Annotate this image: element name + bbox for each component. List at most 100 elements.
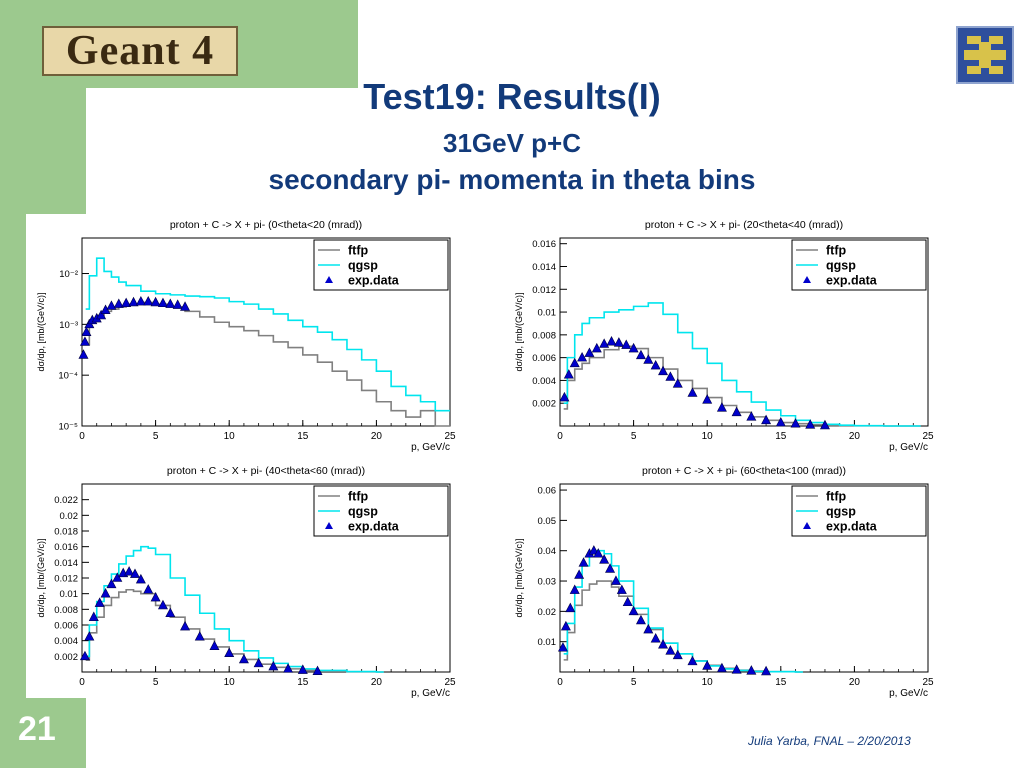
legend-label: ftfp xyxy=(348,244,368,258)
data-point-exp xyxy=(584,347,595,357)
legend-label: qgsp xyxy=(826,259,856,273)
x-tick-label: 20 xyxy=(849,431,861,442)
x-tick-label: 10 xyxy=(224,677,236,688)
data-point-exp xyxy=(635,349,646,360)
chart-3: proton + C -> X + pi- (40<theta<60 (mrad… xyxy=(36,465,456,698)
content-corner xyxy=(86,88,206,208)
data-point-exp xyxy=(180,301,191,311)
data-point-exp xyxy=(180,620,191,631)
data-point-exp xyxy=(209,640,220,650)
data-point-exp xyxy=(121,297,132,308)
legend-label: ftfp xyxy=(826,244,846,258)
data-point-exp xyxy=(100,588,111,598)
data-point-exp xyxy=(658,639,669,649)
y-tick-label: 0.01 xyxy=(538,637,557,648)
legend-label: qgsp xyxy=(826,505,856,519)
legend-label: exp.data xyxy=(348,520,400,534)
data-point-exp xyxy=(643,354,654,364)
y-axis-label: dσ/dp, [mb/(GeV/c)] xyxy=(36,292,46,371)
data-point-exp xyxy=(665,645,676,655)
data-point-exp xyxy=(283,663,294,673)
data-point-exp xyxy=(565,602,576,613)
data-point-exp xyxy=(761,665,772,676)
chart-1: proton + C -> X + pi- (0<theta<20 (mrad)… xyxy=(36,219,456,453)
y-tick-label: 0.016 xyxy=(532,239,556,250)
slide-title: Test19: Results(I) xyxy=(363,76,661,117)
y-tick-label: 0.008 xyxy=(532,330,556,341)
chart-title: proton + C -> X + pi- (20<theta<40 (mrad… xyxy=(645,219,843,231)
data-point-exp xyxy=(650,633,661,643)
data-point-exp xyxy=(775,416,786,427)
x-tick-label: 0 xyxy=(557,677,563,688)
data-point-exp xyxy=(563,369,574,379)
data-point-exp xyxy=(569,357,580,368)
data-point-exp xyxy=(297,664,308,674)
geant4-logo-text: Geant 4 xyxy=(65,28,215,74)
y-tick-label: 0.02 xyxy=(538,607,557,618)
legend-label: qgsp xyxy=(348,505,378,519)
x-tick-label: 15 xyxy=(297,431,309,442)
data-point-exp xyxy=(805,419,816,429)
data-point-exp xyxy=(665,371,676,381)
data-point-exp xyxy=(731,406,742,417)
legend-label: ftfp xyxy=(348,490,368,504)
x-axis-label: p, GeV/c xyxy=(411,688,450,698)
y-tick-label: 10⁻² xyxy=(59,269,78,280)
data-point-exp xyxy=(599,554,610,564)
y-tick-label: 0.03 xyxy=(538,577,557,588)
data-point-exp xyxy=(135,573,146,584)
series-line-ftfp xyxy=(85,301,450,427)
data-point-exp xyxy=(560,620,571,631)
y-tick-label: 0.002 xyxy=(532,399,556,410)
x-tick-label: 20 xyxy=(371,677,383,688)
data-point-exp xyxy=(613,337,624,347)
data-point-exp xyxy=(577,351,588,362)
y-axis-label: dσ/dp, [mb/(GeV/c)] xyxy=(36,538,46,617)
data-point-exp xyxy=(599,338,610,348)
data-point-exp xyxy=(157,297,168,308)
series-line-qgsp xyxy=(85,257,450,412)
data-point-exp xyxy=(687,387,698,397)
data-point-exp xyxy=(135,295,146,306)
x-tick-label: 0 xyxy=(79,677,85,688)
legend-label: exp.data xyxy=(348,274,400,288)
x-tick-label: 5 xyxy=(631,677,637,688)
x-tick-label: 15 xyxy=(297,677,309,688)
x-tick-label: 0 xyxy=(557,431,563,442)
data-point-exp xyxy=(128,296,139,307)
y-tick-label: 0.012 xyxy=(54,574,78,585)
y-tick-label: 0.012 xyxy=(532,285,556,296)
y-tick-label: 10⁻⁵ xyxy=(58,422,78,433)
data-point-exp xyxy=(94,597,105,607)
data-point-exp xyxy=(113,298,124,308)
legend-label: ftfp xyxy=(826,490,846,504)
data-point-exp xyxy=(84,631,95,641)
data-point-exp xyxy=(628,342,639,353)
plots-panel: proton + C -> X + pi- (0<theta<20 (mrad)… xyxy=(26,214,960,698)
x-axis-label: p, GeV/c xyxy=(411,442,450,453)
data-point-exp xyxy=(78,349,89,359)
data-point-exp xyxy=(702,660,713,670)
data-point-exp xyxy=(106,578,117,589)
data-point-exp xyxy=(643,623,654,634)
legend-marker-exp xyxy=(325,276,333,283)
data-point-exp xyxy=(574,569,585,579)
slide-number: 21 xyxy=(18,710,56,748)
data-point-exp xyxy=(559,391,570,402)
data-point-exp xyxy=(253,657,264,668)
x-tick-label: 20 xyxy=(371,431,383,442)
data-point-exp xyxy=(238,653,249,664)
x-tick-label: 15 xyxy=(775,431,787,442)
y-tick-label: 0.006 xyxy=(54,621,78,632)
data-point-exp xyxy=(106,300,117,310)
y-axis-label: dσ/dp, [mb/(GeV/c)] xyxy=(514,292,524,371)
y-tick-label: 0.01 xyxy=(60,589,79,600)
y-tick-label: 0.008 xyxy=(54,605,78,616)
x-tick-label: 25 xyxy=(444,677,456,688)
data-point-exp xyxy=(172,299,183,309)
y-tick-label: 0.05 xyxy=(538,516,557,527)
data-point-exp xyxy=(635,614,646,625)
data-point-exp xyxy=(79,650,90,661)
data-point-exp xyxy=(593,548,604,558)
y-tick-label: 0.014 xyxy=(54,558,78,569)
